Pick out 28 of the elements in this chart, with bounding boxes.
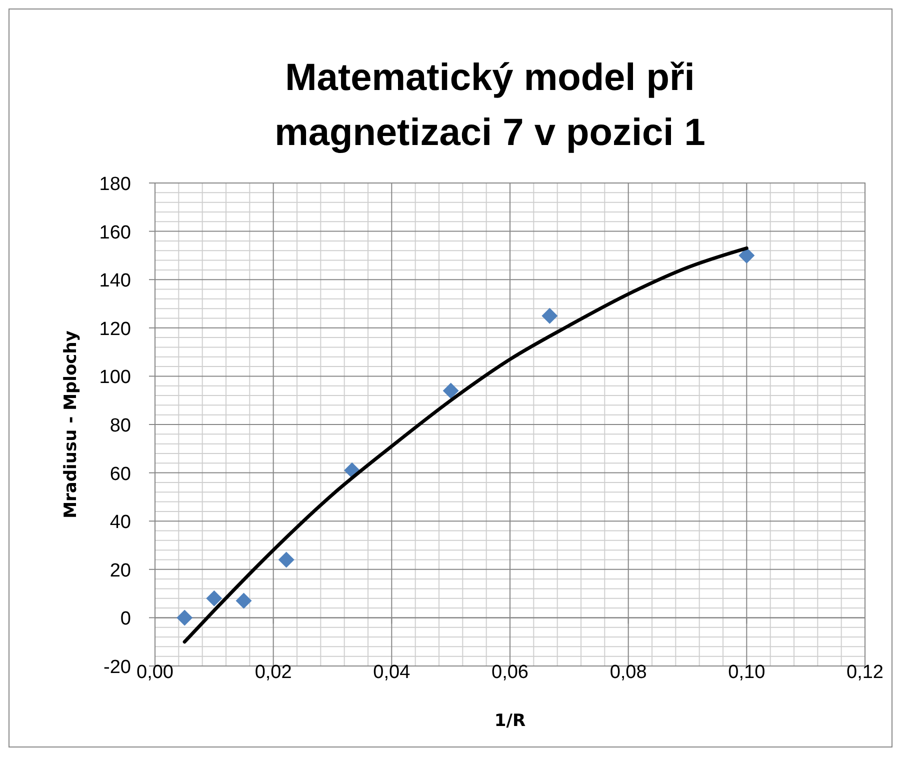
y-tick-label: 80	[110, 416, 131, 436]
x-tick-label: 0,06	[492, 662, 528, 683]
y-tick-label: 0	[120, 608, 131, 630]
x-tick-label: 0,12	[846, 662, 884, 683]
y-tick-label: 180	[99, 174, 131, 195]
x-tick-label: 0,10	[728, 662, 766, 683]
y-tick-label: -20	[104, 657, 131, 678]
y-tick-label: 60	[110, 464, 131, 485]
point	[176, 610, 193, 626]
point	[738, 247, 755, 264]
x-tick-label: 0,08	[610, 662, 647, 683]
point	[542, 308, 558, 324]
x-tick-label: 0,02	[254, 662, 292, 683]
x-tick-label: 0,04	[373, 662, 411, 683]
y-axis-title: Mradiusu - Mplochy	[61, 330, 81, 518]
point	[442, 382, 459, 399]
point	[236, 592, 252, 609]
y-tick-label: 160	[99, 222, 131, 244]
y-tick-label: 140	[99, 270, 131, 292]
y-tick-label: 40	[110, 512, 131, 534]
chart-title: Matematický model při magnetizaci 7 v pozici 1	[274, 57, 706, 154]
x-tick-label: 0,00	[136, 662, 174, 683]
y-tick-label: 100	[99, 367, 131, 388]
point	[278, 552, 294, 568]
y-tick-label: 120	[99, 318, 131, 340]
point	[206, 590, 222, 606]
x-axis-title: 1/R	[494, 711, 526, 731]
y-tick-label: 20	[110, 560, 131, 582]
